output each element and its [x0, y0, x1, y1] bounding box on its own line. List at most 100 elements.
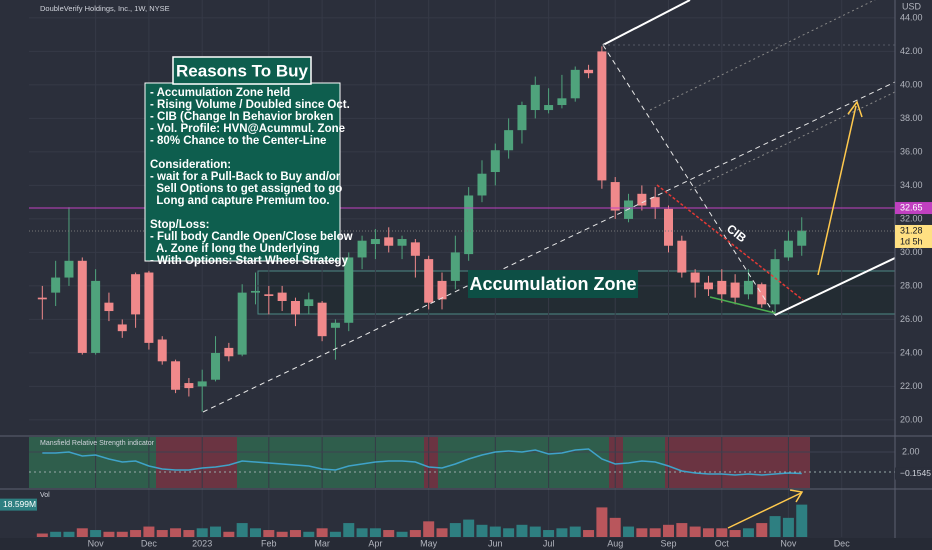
- volume-bar: [449, 523, 461, 537]
- value-tag-label: 18.599M: [3, 499, 36, 509]
- x-tick-label: Aug: [607, 538, 623, 548]
- candle-body: [597, 51, 607, 181]
- note-line: - wait for a Pull-Back to Buy and/or: [150, 171, 341, 183]
- note-box: [144, 82, 341, 262]
- indicator-line: [42, 448, 802, 476]
- price-tag-label: 31.28: [900, 225, 923, 235]
- candle-body: [650, 197, 660, 208]
- x-tick-label: Apr: [368, 538, 382, 548]
- candle-body: [290, 300, 300, 315]
- volume-bar: [383, 530, 395, 537]
- candle-body: [464, 195, 474, 255]
- candle-body: [624, 200, 634, 219]
- candle-body: [144, 272, 154, 343]
- volume-bar: [689, 526, 701, 537]
- volume-bar: [623, 526, 635, 537]
- volume-bar: [596, 507, 608, 537]
- note-line: - Rising Volume / Doubled since Oct.: [150, 99, 350, 111]
- lower-line: [774, 257, 896, 316]
- candle-body: [184, 383, 194, 389]
- volume-bar: [90, 530, 102, 537]
- candle-body: [743, 280, 753, 295]
- note-line: - Vol. Profile: HVN@Acummul. Zone: [150, 123, 345, 135]
- volume-bar: [729, 530, 741, 537]
- volume-bar: [76, 528, 88, 537]
- y-tick-label: 40.00: [900, 79, 923, 89]
- volume-bar: [223, 531, 235, 537]
- time-axis: [0, 538, 932, 550]
- x-tick-label: Feb: [261, 538, 277, 548]
- countdown: 1d 5h: [900, 236, 923, 246]
- y-tick-label: 22.00: [900, 381, 923, 391]
- arrow: [817, 105, 857, 276]
- zone: [665, 437, 810, 488]
- value-tag: [895, 467, 932, 480]
- volume-bar: [782, 517, 794, 537]
- volume-bar: [476, 524, 488, 537]
- candle-body: [717, 280, 727, 295]
- candle-body: [157, 339, 167, 362]
- candle-body: [504, 130, 514, 151]
- zone: [424, 437, 438, 488]
- candle-body: [171, 361, 181, 390]
- x-tick-label: Dec: [141, 538, 158, 548]
- y-tick-label: 38.00: [900, 113, 923, 123]
- volume-bar: [716, 528, 728, 537]
- price-tag: [895, 224, 932, 248]
- candle-body: [370, 239, 380, 245]
- candle-body: [424, 259, 434, 303]
- candle-body: [330, 322, 340, 328]
- volume-bar: [236, 523, 248, 537]
- arrow-head: [847, 100, 863, 118]
- indicator-zones: [29, 437, 810, 488]
- candle-body: [264, 294, 274, 296]
- value-tag-label: −0.1545: [900, 468, 931, 478]
- zone-label: Accumulation Zone: [469, 274, 636, 294]
- candle-body: [437, 280, 447, 300]
- candle-body: [197, 381, 207, 387]
- volume-bar: [649, 528, 661, 537]
- candle-body: [703, 282, 713, 290]
- volume-bar: [103, 531, 115, 537]
- volume-bar: [503, 528, 515, 537]
- candle-body: [584, 69, 594, 74]
- volume-bar: [156, 530, 168, 537]
- note-line: - Full body Candle Open/Close below: [150, 231, 353, 243]
- y-tick-label: 26.00: [900, 314, 923, 324]
- volume-bar: [343, 523, 355, 537]
- candle-body: [570, 69, 580, 99]
- candle-body: [544, 105, 554, 111]
- volume-bar: [210, 526, 222, 537]
- zone-label-box: [468, 270, 638, 298]
- volume-bar: [369, 528, 381, 537]
- volume-bar: [676, 523, 688, 537]
- volume-bar: [436, 528, 448, 537]
- dotted-line: [649, 0, 876, 111]
- volume-bar: [769, 516, 781, 537]
- candle-body: [117, 324, 127, 332]
- note-line: - Accumulation Zone held: [150, 87, 290, 99]
- candle-body: [557, 98, 567, 106]
- candle-body: [397, 239, 407, 246]
- note-line: Sell Options to get assigned to go: [150, 183, 342, 195]
- y-tick-label: 42.00: [900, 46, 923, 56]
- price-tag: [895, 202, 932, 215]
- candle-body: [757, 284, 767, 305]
- volume-bar: [396, 531, 408, 537]
- candle-body: [384, 237, 394, 246]
- candle-body: [64, 260, 74, 278]
- candle-body: [517, 105, 527, 131]
- candle-body: [730, 282, 740, 298]
- volume-bar: [50, 531, 62, 537]
- volume-bar: [170, 528, 182, 537]
- volume-bar: [143, 526, 155, 537]
- volume-bar: [556, 528, 568, 537]
- volume-bar: [583, 530, 595, 537]
- chart-title: DoubleVerify Holdings, Inc., 1W, NYSE: [40, 4, 170, 13]
- volume-bar: [63, 531, 75, 537]
- volume-bar: [329, 531, 341, 537]
- note-line: Long and capture Premium too.: [150, 195, 330, 207]
- x-tick-label: Oct: [715, 538, 730, 548]
- volume-bar: [569, 526, 581, 537]
